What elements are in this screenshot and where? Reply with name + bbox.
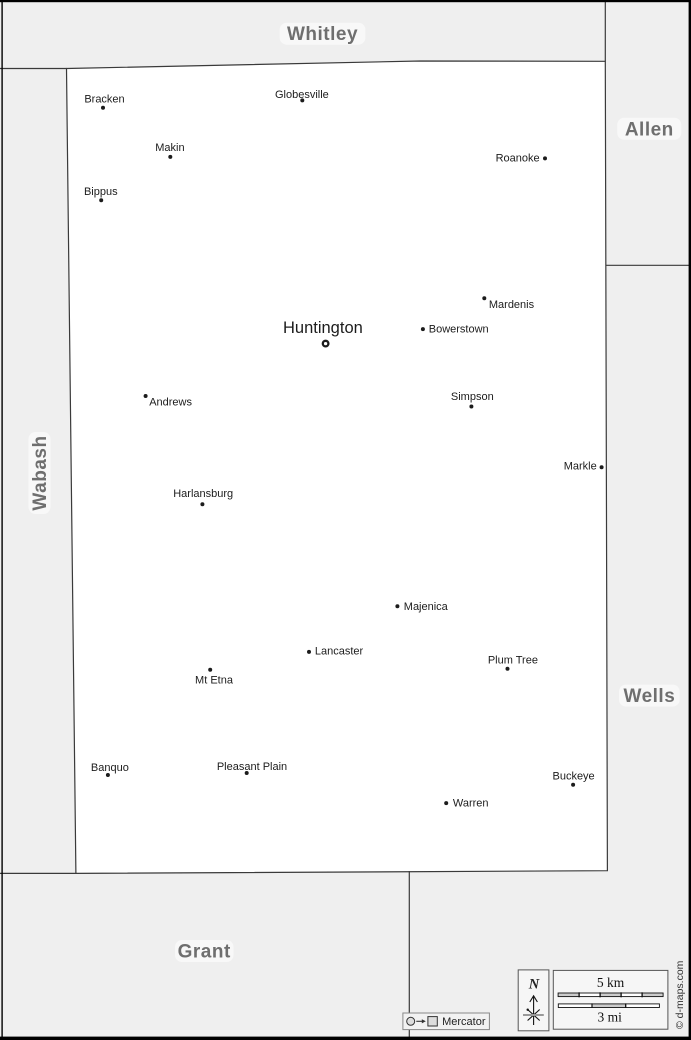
svg-text:Mercator: Mercator — [442, 1016, 486, 1028]
svg-text:5 km: 5 km — [597, 975, 625, 990]
svg-text:Globesville: Globesville — [275, 89, 329, 101]
svg-text:Bowerstown: Bowerstown — [429, 324, 489, 336]
svg-text:Makin: Makin — [155, 142, 184, 154]
svg-text:Banquo: Banquo — [91, 762, 129, 774]
svg-text:Markle: Markle — [564, 461, 597, 473]
svg-text:Allen: Allen — [625, 119, 674, 140]
svg-text:Mt Etna: Mt Etna — [195, 675, 234, 687]
svg-text:Buckeye: Buckeye — [552, 770, 594, 782]
svg-text:Lancaster: Lancaster — [315, 645, 364, 657]
svg-text:Bippus: Bippus — [84, 186, 118, 198]
svg-text:Mardenis: Mardenis — [489, 299, 535, 311]
svg-text:Whitley: Whitley — [287, 24, 358, 45]
svg-text:Wabash: Wabash — [30, 435, 51, 510]
svg-text:3 mi: 3 mi — [598, 1010, 623, 1025]
svg-text:Huntington: Huntington — [283, 319, 363, 337]
svg-text:© d-maps.com: © d-maps.com — [674, 960, 686, 1029]
svg-text:Simpson: Simpson — [451, 391, 494, 403]
svg-text:Majenica: Majenica — [404, 601, 449, 613]
svg-text:Plum Tree: Plum Tree — [488, 654, 538, 666]
svg-text:Pleasant Plain: Pleasant Plain — [217, 761, 287, 773]
svg-text:Andrews: Andrews — [149, 396, 192, 408]
svg-text:Warren: Warren — [453, 798, 489, 810]
svg-text:Grant: Grant — [178, 942, 231, 963]
svg-text:N: N — [528, 977, 540, 993]
svg-text:Roanoke: Roanoke — [496, 152, 540, 164]
svg-text:Bracken: Bracken — [84, 94, 124, 106]
svg-text:Harlansburg: Harlansburg — [173, 488, 233, 500]
svg-text:Wells: Wells — [624, 686, 676, 707]
